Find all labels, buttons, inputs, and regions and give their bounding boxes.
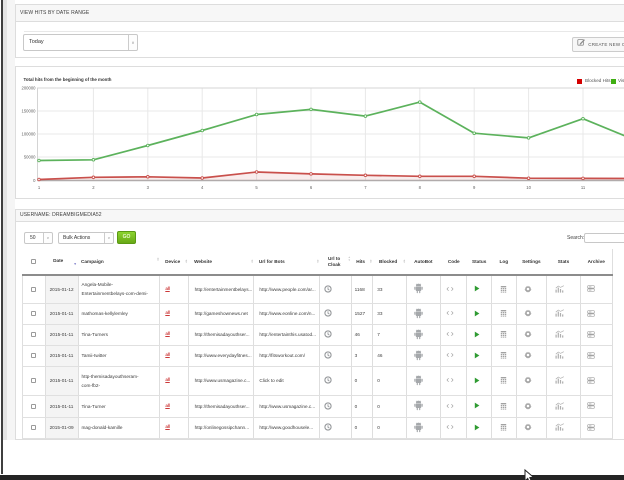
svg-text:8: 8 [419, 185, 422, 190]
svg-text:10: 10 [526, 185, 531, 190]
svg-text:0: 0 [33, 178, 36, 183]
svg-text:3: 3 [147, 185, 150, 190]
svg-text:11: 11 [581, 185, 586, 190]
svg-text:9: 9 [473, 185, 476, 190]
svg-text:150000: 150000 [22, 109, 37, 114]
svg-text:1: 1 [38, 185, 41, 190]
svg-text:4: 4 [201, 185, 204, 190]
svg-text:200000: 200000 [22, 86, 37, 91]
svg-text:5: 5 [255, 185, 258, 190]
svg-text:50000: 50000 [24, 155, 36, 160]
svg-text:2: 2 [92, 185, 95, 190]
svg-text:100000: 100000 [22, 132, 37, 137]
svg-text:6: 6 [310, 185, 313, 190]
svg-text:7: 7 [364, 185, 367, 190]
